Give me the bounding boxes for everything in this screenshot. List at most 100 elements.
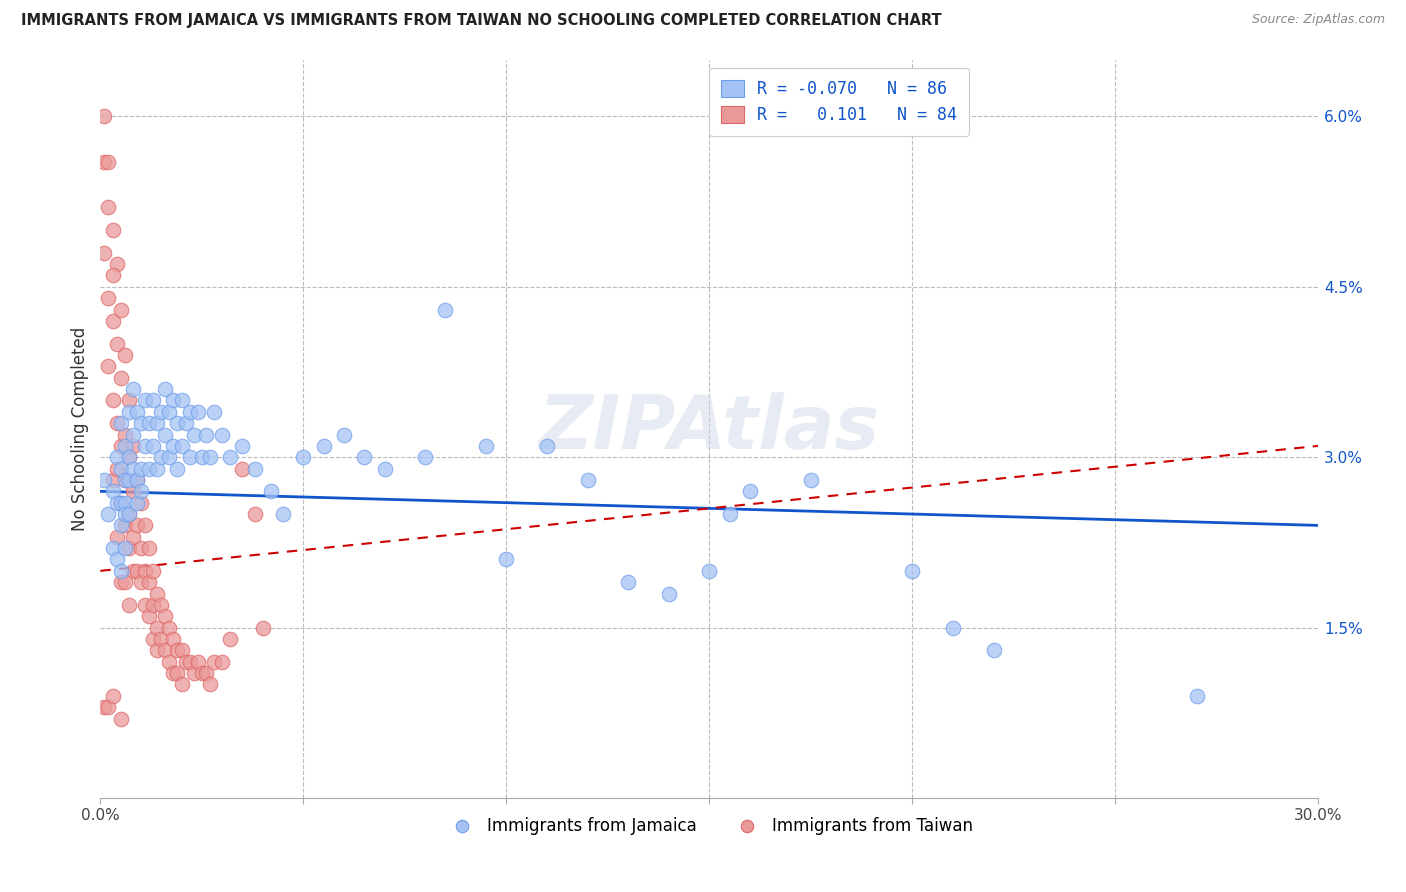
Point [121, 461, 143, 475]
Point [121, 484, 143, 499]
Point [536, 439, 558, 453]
Point [118, 507, 141, 521]
Point [495, 552, 517, 566]
Point [198, 677, 221, 691]
Point [138, 541, 160, 555]
Text: ZIPAtlas: ZIPAtlas [538, 392, 880, 466]
Point [800, 473, 823, 487]
Point [157, 405, 180, 419]
Point [97, 507, 120, 521]
Point [146, 621, 169, 635]
Point [162, 666, 184, 681]
Point [121, 382, 143, 396]
Point [121, 564, 143, 578]
Point [114, 473, 136, 487]
Point [101, 689, 124, 703]
Point [114, 496, 136, 510]
Point [114, 507, 136, 521]
Point [617, 575, 640, 590]
Point [198, 450, 221, 465]
Point [101, 484, 124, 499]
Point [191, 666, 214, 681]
Point [183, 427, 205, 442]
Point [118, 507, 141, 521]
Point [187, 655, 209, 669]
Point [202, 405, 225, 419]
Point [118, 405, 141, 419]
Point [475, 439, 498, 453]
Point [202, 655, 225, 669]
Point [125, 564, 148, 578]
Point [110, 575, 132, 590]
Point [162, 632, 184, 646]
Point [114, 541, 136, 555]
Point [155, 427, 177, 442]
Point [243, 507, 266, 521]
Point [142, 632, 165, 646]
Point [105, 416, 128, 430]
Point [260, 484, 283, 499]
Point [157, 450, 180, 465]
Point [150, 632, 173, 646]
Point [97, 700, 120, 714]
Point [105, 257, 128, 271]
Point [114, 575, 136, 590]
Point [105, 450, 128, 465]
Point [166, 461, 188, 475]
Point [146, 416, 169, 430]
Point [118, 393, 141, 408]
Point [121, 427, 143, 442]
Point [138, 575, 160, 590]
Point [142, 598, 165, 612]
Point [114, 473, 136, 487]
Point [93, 245, 115, 260]
Point [162, 439, 184, 453]
Point [101, 393, 124, 408]
Point [110, 439, 132, 453]
Point [150, 405, 173, 419]
Point [1185, 689, 1208, 703]
Point [129, 541, 152, 555]
Point [166, 416, 188, 430]
Point [219, 450, 242, 465]
Point [114, 427, 136, 442]
Point [110, 712, 132, 726]
Point [134, 439, 156, 453]
Point [658, 586, 681, 600]
Point [125, 473, 148, 487]
Point [105, 496, 128, 510]
Point [134, 598, 156, 612]
Point [134, 564, 156, 578]
Point [101, 473, 124, 487]
Point [110, 518, 132, 533]
Point [179, 655, 201, 669]
Point [162, 393, 184, 408]
Point [252, 621, 274, 635]
Point [174, 416, 197, 430]
Point [110, 564, 132, 578]
Point [110, 302, 132, 317]
Point [194, 666, 217, 681]
Point [121, 530, 143, 544]
Point [142, 564, 165, 578]
Point [134, 393, 156, 408]
Point [174, 655, 197, 669]
Point [101, 268, 124, 283]
Point [93, 154, 115, 169]
Point [105, 336, 128, 351]
Point [191, 450, 214, 465]
Point [374, 461, 396, 475]
Point [129, 496, 152, 510]
Point [211, 655, 233, 669]
Point [333, 427, 356, 442]
Point [155, 382, 177, 396]
Point [129, 416, 152, 430]
Point [125, 496, 148, 510]
Point [114, 348, 136, 362]
Point [105, 461, 128, 475]
Point [718, 507, 741, 521]
Point [105, 530, 128, 544]
Point [231, 439, 253, 453]
Point [150, 450, 173, 465]
Point [118, 450, 141, 465]
